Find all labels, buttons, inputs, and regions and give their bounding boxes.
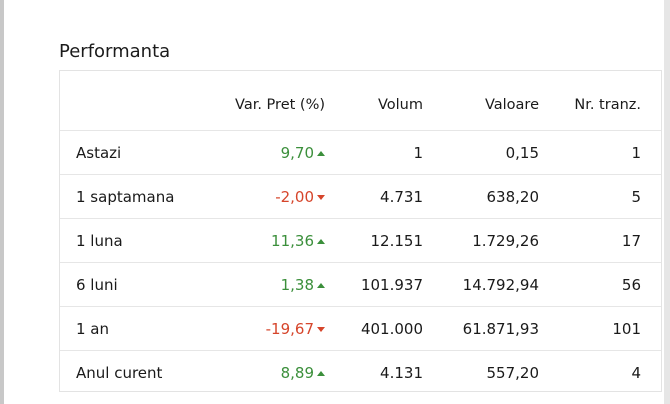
window-edge-left bbox=[0, 0, 4, 404]
section-title: Performanta bbox=[59, 41, 171, 62]
triangle-up-icon bbox=[317, 370, 325, 376]
volum-value: 4.731 bbox=[380, 188, 423, 206]
period-label: Anul curent bbox=[76, 364, 163, 382]
window-edge-right bbox=[664, 0, 670, 404]
var-pret-cell: -2,00 bbox=[275, 175, 325, 219]
var-pret-cell: 11,36 bbox=[271, 219, 325, 263]
volum-value: 4.131 bbox=[380, 364, 423, 382]
nr-tranz-value: 4 bbox=[631, 364, 641, 382]
volum-value: 101.937 bbox=[360, 276, 423, 294]
var-pret-value: 11,36 bbox=[271, 232, 314, 250]
performance-table: Var. Pret (%) Volum Valoare Nr. tranz. A… bbox=[59, 70, 662, 392]
volum-value: 401.000 bbox=[360, 320, 423, 338]
table-row: Anul curent 8,89 4.131 557,20 4 bbox=[60, 351, 661, 395]
var-pret-cell: 1,38 bbox=[281, 263, 325, 307]
valoare-value: 0,15 bbox=[505, 144, 539, 162]
valoare-value: 61.871,93 bbox=[462, 320, 539, 338]
triangle-up-icon bbox=[317, 150, 325, 156]
table-row: Astazi 9,70 1 0,15 1 bbox=[60, 131, 661, 175]
table-row: 6 luni 1,38 101.937 14.792,94 56 bbox=[60, 263, 661, 307]
header-volum: Volum bbox=[377, 97, 423, 113]
var-pret-cell: -19,67 bbox=[266, 307, 325, 351]
valoare-value: 557,20 bbox=[486, 364, 540, 382]
triangle-down-icon bbox=[317, 326, 325, 332]
valoare-value: 14.792,94 bbox=[462, 276, 539, 294]
var-pret-value: -19,67 bbox=[265, 320, 314, 338]
period-label: 1 an bbox=[76, 320, 110, 338]
nr-tranz-value: 1 bbox=[631, 144, 641, 162]
header-nr-tranz: Nr. tranz. bbox=[574, 97, 641, 113]
table-row: 1 luna 11,36 12.151 1.729,26 17 bbox=[60, 219, 661, 263]
var-pret-value: -2,00 bbox=[275, 188, 314, 206]
triangle-up-icon bbox=[317, 238, 325, 244]
var-pret-value: 9,70 bbox=[280, 144, 314, 162]
nr-tranz-value: 56 bbox=[621, 276, 641, 294]
valoare-value: 638,20 bbox=[486, 188, 540, 206]
table-header-row: Var. Pret (%) Volum Valoare Nr. tranz. bbox=[60, 79, 661, 131]
row-divider bbox=[60, 174, 661, 175]
row-divider bbox=[60, 306, 661, 307]
row-divider bbox=[60, 130, 661, 131]
table-row: 1 saptamana -2,00 4.731 638,20 5 bbox=[60, 175, 661, 219]
period-label: 1 saptamana bbox=[76, 188, 175, 206]
var-pret-cell: 8,89 bbox=[281, 351, 325, 395]
nr-tranz-value: 17 bbox=[621, 232, 641, 250]
var-pret-value: 8,89 bbox=[280, 364, 314, 382]
var-pret-value: 1,38 bbox=[280, 276, 314, 294]
period-label: 1 luna bbox=[76, 232, 123, 250]
header-valoare: Valoare bbox=[484, 97, 539, 113]
valoare-value: 1.729,26 bbox=[472, 232, 539, 250]
period-label: Astazi bbox=[76, 144, 122, 162]
nr-tranz-value: 5 bbox=[631, 188, 641, 206]
triangle-up-icon bbox=[317, 282, 325, 288]
row-divider bbox=[60, 218, 661, 219]
table-row: 1 an -19,67 401.000 61.871,93 101 bbox=[60, 307, 661, 351]
row-divider bbox=[60, 262, 661, 263]
nr-tranz-value: 101 bbox=[612, 320, 641, 338]
row-divider bbox=[60, 350, 661, 351]
period-label: 6 luni bbox=[76, 276, 118, 294]
volum-value: 1 bbox=[413, 144, 423, 162]
header-var-pret: Var. Pret (%) bbox=[235, 97, 325, 113]
var-pret-cell: 9,70 bbox=[281, 131, 325, 175]
triangle-down-icon bbox=[317, 194, 325, 200]
volum-value: 12.151 bbox=[370, 232, 424, 250]
